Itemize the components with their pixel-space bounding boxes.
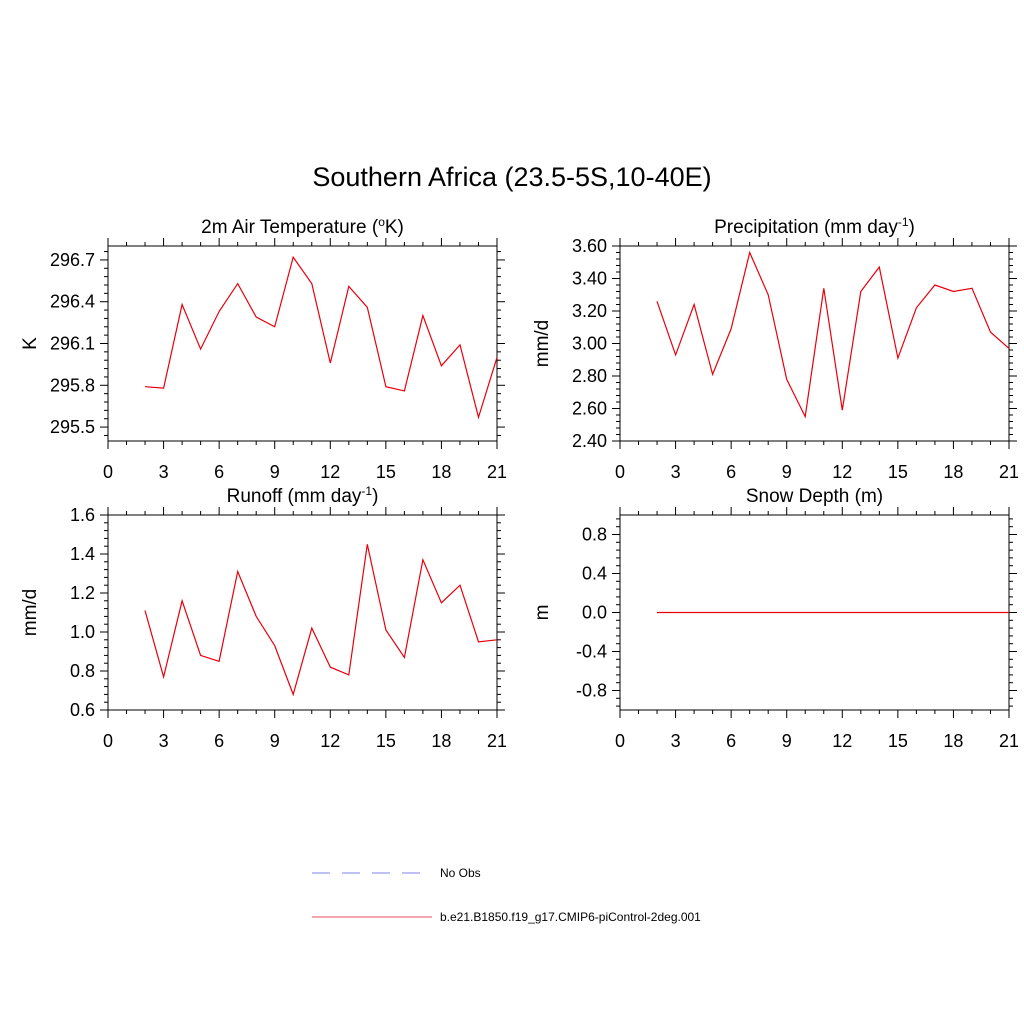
series-line: [656, 250, 1010, 419]
y-axis-label: K: [20, 337, 41, 350]
x-tick-label: 12: [832, 731, 852, 751]
panel-title-suffix: ): [372, 486, 378, 507]
x-tick-label: 12: [320, 731, 340, 751]
y-tick-label: 3.00: [572, 334, 607, 354]
x-tick-label: 21: [999, 731, 1019, 751]
x-tick-label: 3: [671, 731, 681, 751]
y-tick-label: 296.1: [50, 334, 95, 354]
panel-title-suffix: ): [909, 217, 915, 238]
panel-title-text: 2m Air Temperature (: [201, 217, 379, 238]
y-axis-label: m: [532, 605, 553, 621]
x-tick-label: 9: [782, 462, 792, 482]
y-tick-label: 0.0: [582, 603, 607, 623]
y-tick-label: -0.4: [576, 642, 607, 662]
y-tick-label: 1.0: [70, 622, 95, 642]
plot-frame: [107, 245, 498, 442]
panel-title-superscript: -1: [361, 484, 372, 498]
legend-label-1: No Obs: [440, 866, 481, 880]
y-tick-label: 295.5: [50, 417, 95, 437]
x-tick-label: 0: [615, 462, 625, 482]
y-tick-label: 1.6: [70, 505, 95, 525]
x-tick-label: 9: [782, 731, 792, 751]
y-tick-label: 2.80: [572, 366, 607, 386]
y-tick-label: 1.4: [70, 544, 95, 564]
x-tick-label: 0: [103, 731, 113, 751]
y-tick-label: 296.4: [50, 292, 95, 312]
panel-title-suffix: K): [385, 217, 404, 238]
x-tick-label: 6: [214, 462, 224, 482]
legend-label-2: b.e21.B1850.f19_g17.CMIP6-piControl-2deg…: [440, 910, 701, 924]
panel-title-superscript: o: [378, 215, 385, 229]
y-tick-label: -0.8: [576, 681, 607, 701]
y-tick-label: 0.8: [70, 661, 95, 681]
panel-1: 2m Air Temperature (oK) K 0 3 6 9 12 15 18 21 295.…: [20, 215, 507, 482]
x-tick-label: 15: [888, 462, 908, 482]
x-tick-label: 21: [487, 462, 507, 482]
y-tick-label: 2.60: [572, 399, 607, 419]
x-tick-label: 3: [671, 462, 681, 482]
panel-title-text: Precipitation (mm day: [714, 217, 898, 238]
x-tick-label: 6: [726, 731, 736, 751]
panel-4: Snow Depth (m) m 0 3 6 9 12 15 18 21 -0.8 -0.4 0.0 0.…: [532, 486, 1019, 751]
panel-title: Precipitation (mm day-1): [714, 215, 915, 238]
y-tick-label: 0.6: [70, 700, 95, 720]
panel-title: Snow Depth (m): [746, 486, 883, 507]
panel-title-superscript: -1: [898, 215, 909, 229]
series-line: [144, 544, 498, 697]
x-tick-label: 21: [487, 731, 507, 751]
panel-title: 2m Air Temperature (oK): [201, 215, 404, 238]
legend: No Obs b.e21.B1850.f19_g17.CMIP6-piContro…: [312, 866, 701, 924]
x-tick-label: 18: [943, 462, 963, 482]
x-tick-label: 18: [431, 731, 451, 751]
panel-title-text: Runoff (mm day: [227, 486, 362, 507]
panel-title: Runoff (mm day-1): [227, 484, 379, 507]
x-tick-label: 12: [320, 462, 340, 482]
x-tick-label: 9: [270, 462, 280, 482]
x-tick-label: 15: [376, 731, 396, 751]
panel-title-text: Snow Depth (m): [746, 486, 883, 507]
series-line: [144, 255, 498, 420]
x-tick-label: 15: [888, 731, 908, 751]
x-tick-label: 18: [431, 462, 451, 482]
x-tick-label: 21: [999, 462, 1019, 482]
x-tick-label: 18: [943, 731, 963, 751]
panel-2: Precipitation (mm day-1) mm/d 0 3 6 9 12 15 18 21…: [532, 215, 1019, 482]
x-tick-label: 0: [103, 462, 113, 482]
x-tick-label: 3: [159, 462, 169, 482]
y-tick-label: 296.7: [50, 250, 95, 270]
y-tick-label: 3.40: [572, 269, 607, 289]
page-title: Southern Africa (23.5-5S,10-40E): [312, 162, 712, 192]
y-tick-label: 3.60: [572, 236, 607, 256]
y-tick-label: 1.2: [70, 583, 95, 603]
y-tick-label: 2.40: [572, 431, 607, 451]
y-tick-label: 295.8: [50, 375, 95, 395]
y-tick-label: 0.4: [582, 564, 607, 584]
y-axis-label: mm/d: [532, 320, 553, 368]
x-tick-label: 9: [270, 731, 280, 751]
panel-3: Runoff (mm day-1) mm/d 0 3 6 9 12 15 18 21 0.6 0.8 1…: [20, 484, 507, 751]
x-tick-label: 12: [832, 462, 852, 482]
plot-frame: [107, 514, 498, 711]
plot-frame: [619, 245, 1010, 442]
x-tick-label: 6: [214, 731, 224, 751]
y-tick-label: 0.8: [582, 525, 607, 545]
x-tick-label: 6: [726, 462, 736, 482]
y-tick-label: 3.20: [572, 301, 607, 321]
x-tick-label: 3: [159, 731, 169, 751]
y-axis-label: mm/d: [20, 589, 41, 637]
x-tick-label: 0: [615, 731, 625, 751]
x-tick-label: 15: [376, 462, 396, 482]
